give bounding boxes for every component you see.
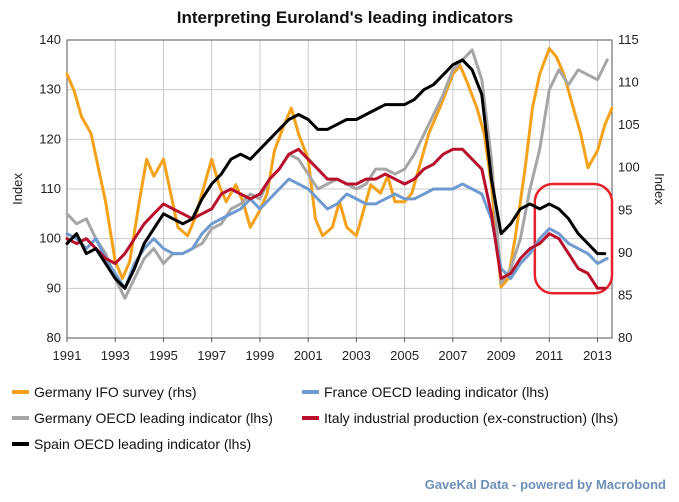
y-right-tick-label: 105 [618,117,640,132]
y-left-tick-label: 140 [39,32,61,47]
y-right-tick-label: 100 [618,160,640,175]
y-right-tick-label: 80 [618,330,632,345]
y-left-tick-label: 80 [47,330,61,345]
x-tick-label: 2003 [342,348,371,363]
y-left-tick-label: 90 [47,280,61,295]
series-line-3 [65,48,609,300]
y-right-tick-label: 90 [618,245,632,260]
x-tick-label: 1991 [53,348,82,363]
y-right-tick-label: 110 [618,75,639,90]
highlight-box [533,182,614,295]
credit-text: GaveKal Data - powered by Macrobond [425,477,666,492]
legend: Germany IFO survey (rhs) France OECD lead… [12,384,618,452]
x-tick-label: 2013 [583,348,612,363]
legend-label-2: France OECD leading indicator (lhs) [324,384,549,400]
legend-label-3: Germany OECD leading indicator (lhs) [34,410,273,426]
legend-label-4: Italy industrial production (ex-construc… [324,410,618,426]
right-axis-title: Index [652,173,667,205]
y-right-tick-label: 115 [618,32,639,47]
x-tick-label: 2005 [390,348,419,363]
series-line-5 [65,58,607,290]
x-tick-label: 2009 [487,348,516,363]
y-left-tick-label: 100 [39,231,61,246]
x-tick-label: 2011 [535,348,563,363]
series-layer [65,47,614,300]
y-left-tick-label: 110 [40,181,61,196]
legend-label-5: Spain OECD leading indicator (lhs) [34,436,251,452]
x-tick-label: 2001 [294,348,323,363]
y-right-tick-label: 95 [618,202,632,217]
x-tick-label: 1995 [149,348,178,363]
x-tick-label: 1993 [101,348,130,363]
plot-frame [66,39,613,339]
y-left-tick-label: 130 [39,82,61,97]
series-line-2 [65,177,609,290]
y-left-tick-label: 120 [39,131,61,146]
chart-title: Interpreting Euroland's leading indicato… [177,8,514,27]
x-tick-label: 2007 [438,348,467,363]
highlight-layer [533,182,614,295]
axis-labels: 80 90 100 110 120 130 140 80 85 90 95 100 105 110 115 1… [39,32,639,363]
x-tick-label: 1999 [245,348,274,363]
legend-label-1: Germany IFO survey (rhs) [34,384,197,400]
x-tick-label: 1997 [197,348,226,363]
y-right-tick-label: 85 [618,287,632,302]
left-axis-title: Index [10,173,25,205]
series-line-4 [65,147,607,290]
